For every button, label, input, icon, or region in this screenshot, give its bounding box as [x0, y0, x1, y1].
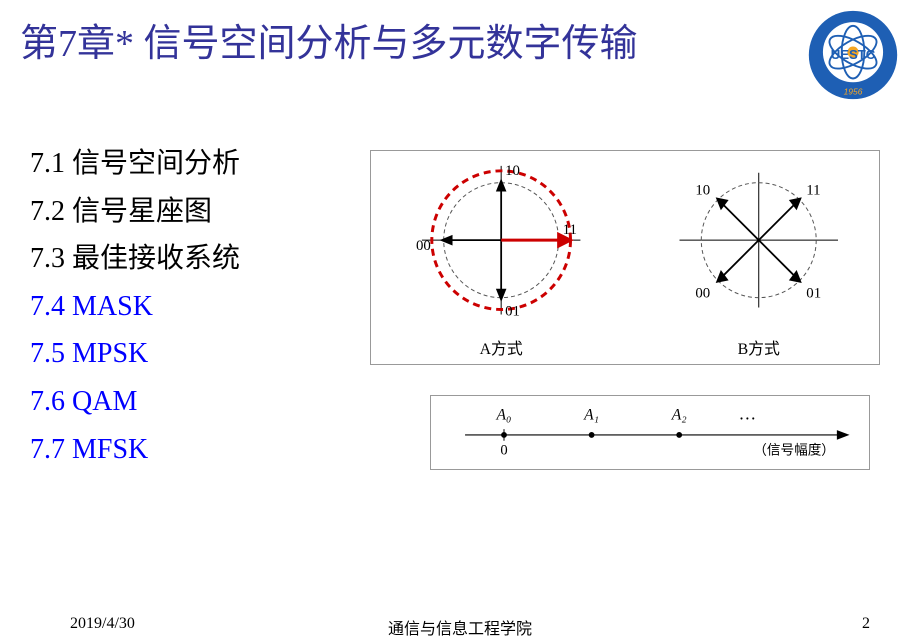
toc-item-7-4: 7.4 MASK [30, 283, 240, 331]
logo-text-main: UESTC [831, 47, 876, 62]
amp-a0: A₀ [496, 406, 512, 423]
amp-0: 0 [500, 442, 507, 458]
footer-page: 2 [862, 615, 870, 633]
amp-a2: A₂ [671, 406, 688, 423]
a-label-00: 00 [416, 238, 431, 254]
a-mode-label: A方式 [480, 340, 523, 358]
b-label-01: 01 [806, 286, 821, 302]
amp-point-0: A₀ 0 [496, 406, 512, 458]
b-label-11: 11 [806, 183, 820, 199]
toc-item-7-7: 7.7 MFSK [30, 426, 240, 474]
a-mode-group: 10 11 01 00 A方式 [416, 163, 580, 358]
a-label-11: 11 [563, 222, 577, 238]
a-label-10: 10 [505, 163, 520, 179]
amplitude-diagram: A₀ 0 A₁ A₂ … （信号幅度） [430, 395, 870, 470]
amp-ellipsis: … [739, 403, 757, 423]
toc-item-7-6: 7.6 QAM [30, 378, 240, 426]
uestc-logo: UESTC 1956 [806, 8, 900, 102]
logo-text-year: 1956 [844, 86, 863, 96]
amp-point-1: A₁ [583, 406, 599, 437]
b-label-10: 10 [695, 183, 710, 199]
slide-title: 第7章* 信号空间分析与多元数字传输 [20, 12, 638, 67]
amp-axis-label: （信号幅度） [753, 442, 835, 457]
amp-a1: A₁ [583, 406, 599, 423]
toc-item-7-5: 7.5 MPSK [30, 330, 240, 378]
toc-item-7-2: 7.2 信号星座图 [30, 188, 240, 236]
b-mode-label: B方式 [738, 340, 780, 358]
a-label-01: 01 [505, 303, 520, 319]
table-of-contents: 7.1 信号空间分析 7.2 信号星座图 7.3 最佳接收系统 7.4 MASK… [30, 140, 240, 473]
toc-item-7-3: 7.3 最佳接收系统 [30, 235, 240, 283]
amp-point-2: A₂ [671, 406, 688, 437]
footer-center: 通信与信息工程学院 [0, 615, 920, 639]
b-label-00: 00 [695, 286, 710, 302]
b-mode-group: 11 10 00 01 B方式 [679, 173, 838, 358]
constellation-diagram: 10 11 01 00 A方式 11 10 00 01 B方式 [370, 150, 880, 365]
toc-item-7-1: 7.1 信号空间分析 [30, 140, 240, 188]
